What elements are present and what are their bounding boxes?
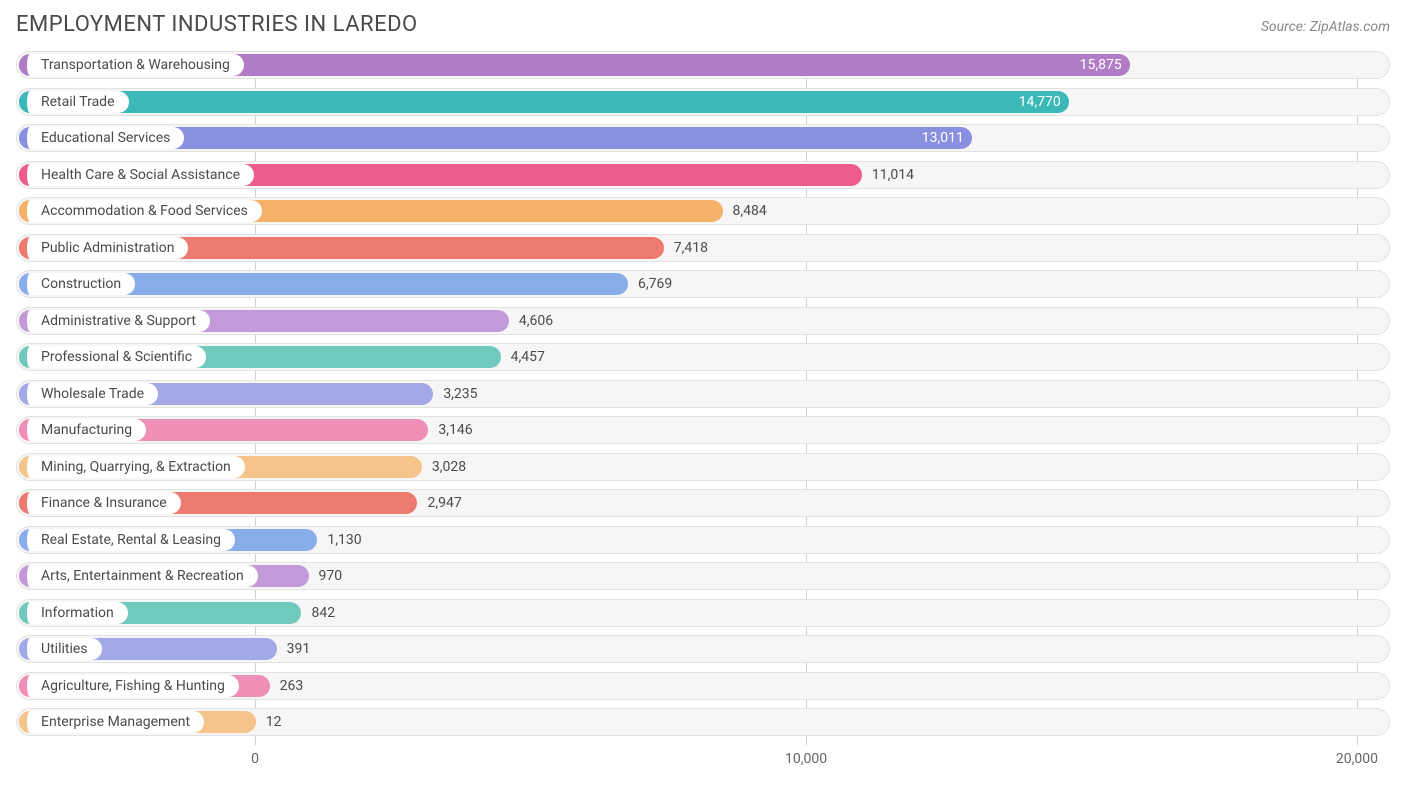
bar-value-label: 263	[280, 672, 304, 700]
bar-row: Public Administration 7,418	[16, 234, 1390, 262]
bar-row: Mining, Quarrying, & Extraction 3,028	[16, 453, 1390, 481]
bar-category-label: Public Administration	[41, 240, 174, 256]
bar-row: Manufacturing 3,146	[16, 416, 1390, 444]
bar-value-label: 3,028	[432, 453, 466, 481]
bar-category-pill: Construction	[19, 273, 135, 295]
chart-source: Source: ZipAtlas.com	[1261, 19, 1390, 35]
bar-category-pill: Arts, Entertainment & Recreation	[19, 565, 258, 587]
bar-value-label: 15,875	[1080, 51, 1122, 79]
bar-value-label: 7,418	[674, 234, 708, 262]
bar-row: Health Care & Social Assistance 11,014	[16, 161, 1390, 189]
bar-category-label: Real Estate, Rental & Leasing	[41, 532, 221, 548]
bar-value-label: 8,484	[733, 197, 767, 225]
bar-row: Agriculture, Fishing & Hunting 263	[16, 672, 1390, 700]
bar-category-pill: Accommodation & Food Services	[19, 200, 262, 222]
bar-value-label: 970	[319, 562, 343, 590]
bar-row: Real Estate, Rental & Leasing 1,130	[16, 526, 1390, 554]
bar-category-pill: Educational Services	[19, 127, 184, 149]
bar-category-label: Information	[41, 605, 114, 621]
bar-category-pill: Transportation & Warehousing	[19, 54, 244, 76]
bar-row: Professional & Scientific 4,457	[16, 343, 1390, 371]
bar-value-label: 3,235	[443, 380, 477, 408]
bar-value-label: 4,457	[511, 343, 545, 371]
bar-category-label: Wholesale Trade	[41, 386, 144, 402]
bar-row: Arts, Entertainment & Recreation 970	[16, 562, 1390, 590]
bar-category-pill: Wholesale Trade	[19, 383, 158, 405]
bar-row: Utilities 391	[16, 635, 1390, 663]
bar-value-label: 2,947	[427, 489, 461, 517]
bar-row: Accommodation & Food Services 8,484	[16, 197, 1390, 225]
bar-chart: Transportation & Warehousing 15,875 Retail…	[16, 51, 1390, 773]
bar-value-label: 1,130	[327, 526, 361, 554]
x-axis-tick-label: 0	[251, 751, 259, 767]
bar-rows: Transportation & Warehousing 15,875 Retail…	[16, 51, 1390, 736]
bar-category-label: Enterprise Management	[41, 714, 190, 730]
bar-category-label: Retail Trade	[41, 94, 115, 110]
bar-category-label: Utilities	[41, 641, 88, 657]
bar-value-label: 6,769	[638, 270, 672, 298]
bar-row: Wholesale Trade 3,235	[16, 380, 1390, 408]
bar-category-pill: Mining, Quarrying, & Extraction	[19, 456, 245, 478]
bar-row: Retail Trade 14,770	[16, 88, 1390, 116]
bar-value-label: 391	[287, 635, 311, 663]
bar-category-label: Agriculture, Fishing & Hunting	[41, 678, 225, 694]
bar-value-label: 11,014	[872, 161, 914, 189]
bar-category-pill: Public Administration	[19, 237, 188, 259]
bar-category-pill: Professional & Scientific	[19, 346, 206, 368]
bar-category-pill: Manufacturing	[19, 419, 146, 441]
bar-category-pill: Retail Trade	[19, 91, 129, 113]
bar-row: Finance & Insurance 2,947	[16, 489, 1390, 517]
bar-row: Transportation & Warehousing 15,875	[16, 51, 1390, 79]
bar-category-label: Administrative & Support	[41, 313, 196, 329]
bar-category-label: Transportation & Warehousing	[41, 57, 230, 73]
bar-value-label: 4,606	[519, 307, 553, 335]
bar-row: Information 842	[16, 599, 1390, 627]
chart-title: EMPLOYMENT INDUSTRIES IN LAREDO	[16, 12, 418, 37]
bar-value-label: 12	[266, 708, 282, 736]
bar-value-label: 14,770	[1019, 88, 1061, 116]
bar-category-label: Health Care & Social Assistance	[41, 167, 240, 183]
bar-category-pill: Real Estate, Rental & Leasing	[19, 529, 235, 551]
bar-category-pill: Utilities	[19, 638, 102, 660]
bar-category-label: Finance & Insurance	[41, 495, 167, 511]
bar-category-label: Professional & Scientific	[41, 349, 192, 365]
bar-category-pill: Agriculture, Fishing & Hunting	[19, 675, 239, 697]
x-axis: 0 10,000 20,000	[16, 745, 1390, 773]
bar-category-label: Accommodation & Food Services	[41, 203, 248, 219]
bar-category-label: Educational Services	[41, 130, 170, 146]
chart-header: EMPLOYMENT INDUSTRIES IN LAREDO Source: …	[16, 12, 1390, 37]
bar-category-label: Construction	[41, 276, 121, 292]
bar-category-pill: Health Care & Social Assistance	[19, 164, 254, 186]
bar-fill	[19, 91, 1069, 113]
x-axis-tick-label: 10,000	[785, 751, 827, 767]
bar-value-label: 842	[311, 599, 335, 627]
bar-value-label: 13,011	[922, 124, 964, 152]
bar-category-pill: Administrative & Support	[19, 310, 210, 332]
bar-category-pill: Enterprise Management	[19, 711, 204, 733]
bar-category-pill: Information	[19, 602, 128, 624]
bar-category-label: Arts, Entertainment & Recreation	[41, 568, 244, 584]
bar-category-label: Mining, Quarrying, & Extraction	[41, 459, 231, 475]
bar-row: Administrative & Support 4,606	[16, 307, 1390, 335]
bar-row: Construction 6,769	[16, 270, 1390, 298]
x-axis-tick-label: 20,000	[1336, 751, 1378, 767]
bar-category-pill: Finance & Insurance	[19, 492, 181, 514]
bar-row: Enterprise Management 12	[16, 708, 1390, 736]
bar-category-label: Manufacturing	[41, 422, 132, 438]
bar-row: Educational Services 13,011	[16, 124, 1390, 152]
bar-value-label: 3,146	[438, 416, 472, 444]
